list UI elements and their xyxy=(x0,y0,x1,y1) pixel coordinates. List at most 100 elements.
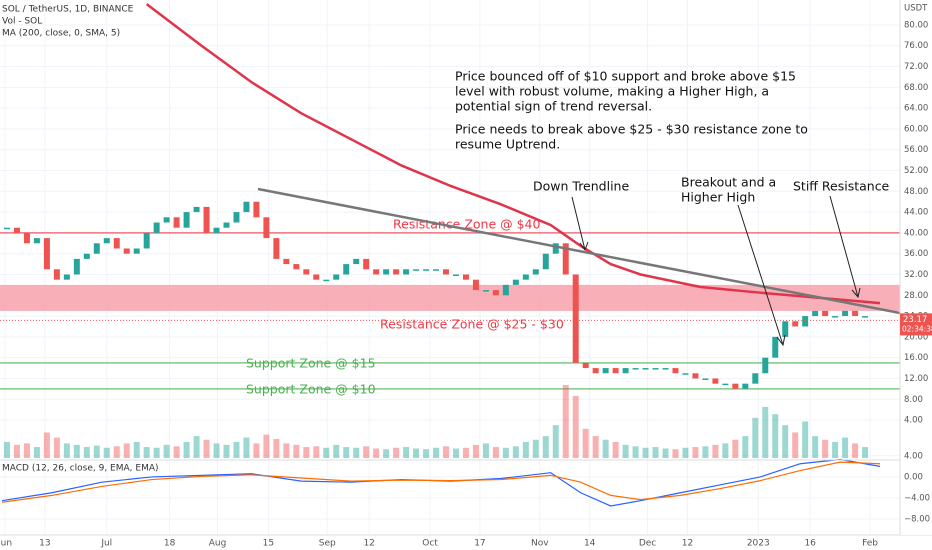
candle xyxy=(742,383,749,389)
volume-bar xyxy=(592,436,599,458)
annotation: Stiff Resistance xyxy=(793,179,890,194)
volume-bar xyxy=(213,443,220,458)
candle xyxy=(13,227,20,233)
volume-bar xyxy=(243,437,250,458)
price-tag xyxy=(900,313,932,336)
x-tick-label: 14 xyxy=(584,539,596,549)
candle xyxy=(23,232,30,244)
volume-bar xyxy=(43,432,50,458)
y-tick-label: 76.00 xyxy=(904,41,928,51)
candle xyxy=(133,248,140,254)
candle xyxy=(862,316,869,318)
candle xyxy=(373,269,380,275)
x-tick-label: 12 xyxy=(682,539,693,549)
note-line: Price bounced off of $10 support and bro… xyxy=(455,69,796,84)
y-tick-label: 56.00 xyxy=(904,145,928,155)
volume-bar xyxy=(33,447,40,458)
volume-bar xyxy=(443,446,449,458)
volume-bar xyxy=(852,443,859,458)
annotation: Higher High xyxy=(681,190,755,205)
y-tick-label: 52.00 xyxy=(904,166,928,176)
y-tick-label: 60.00 xyxy=(904,124,928,134)
candle xyxy=(223,222,230,228)
candle xyxy=(602,368,609,374)
volume-bar xyxy=(532,439,539,458)
candle xyxy=(33,238,40,244)
candle xyxy=(213,227,220,233)
zones: Resistance Zone @ $25 - $30 Resistance Zo… xyxy=(0,217,900,397)
volume-bar xyxy=(63,443,70,458)
volume-bar xyxy=(722,443,729,458)
volume-bar xyxy=(712,444,719,458)
candle xyxy=(842,310,849,317)
candle xyxy=(562,243,569,275)
volume-bar xyxy=(363,446,370,458)
candle xyxy=(383,269,390,275)
candle xyxy=(812,310,819,317)
x-tick-label: 15 xyxy=(263,539,274,549)
volume-bar xyxy=(622,444,629,458)
volume-bar xyxy=(3,441,10,458)
candle xyxy=(343,264,350,275)
volume-bar xyxy=(642,447,649,458)
volume-bar xyxy=(612,441,619,458)
volume-bar xyxy=(652,447,659,458)
y-tick-label: 48.00 xyxy=(904,187,928,197)
price-tag-countdown: 02:34:38 xyxy=(902,324,932,333)
candle xyxy=(293,264,300,270)
volume-bar xyxy=(383,449,390,458)
y-tick-label: 8.00 xyxy=(904,395,923,405)
volume-bar xyxy=(742,436,749,458)
volume-label: Vol - SOL xyxy=(2,17,42,27)
overlays xyxy=(0,3,900,507)
volume-bar xyxy=(752,417,759,458)
candle xyxy=(183,212,190,228)
volume-bar xyxy=(662,448,669,458)
volume-bar xyxy=(772,414,779,458)
volume-bar xyxy=(732,439,739,458)
volume-bar xyxy=(133,441,140,458)
volume-bar xyxy=(682,447,689,458)
candle xyxy=(832,316,839,318)
x-tick-label: Feb xyxy=(862,539,878,549)
y-tick-label: 12.00 xyxy=(904,374,928,384)
candle xyxy=(83,253,90,259)
candle xyxy=(772,336,779,358)
volume-bar xyxy=(273,439,280,458)
volume-bar xyxy=(552,425,559,458)
candle xyxy=(413,269,420,271)
candle xyxy=(303,269,310,275)
y-tick-label: 72.00 xyxy=(904,62,928,72)
currency: USDT xyxy=(904,4,928,14)
volume-bar xyxy=(23,443,30,458)
candle xyxy=(203,206,210,233)
candle xyxy=(43,238,50,270)
volume-bar xyxy=(522,441,529,458)
volume-bar xyxy=(333,444,340,458)
candle xyxy=(233,212,240,223)
volume-bar xyxy=(582,428,589,458)
level-label: Resistance Zone @ $40 xyxy=(393,217,541,232)
volume-bar xyxy=(692,447,699,458)
volume-bar xyxy=(492,447,499,458)
volume-bar xyxy=(123,443,130,458)
candle xyxy=(852,310,859,317)
note-line: resume Uptrend. xyxy=(455,137,560,152)
ma-label: MA (200, close, 0, SMA, 5) xyxy=(2,29,120,39)
candle xyxy=(113,238,120,249)
volume xyxy=(3,385,869,458)
candle xyxy=(522,274,529,280)
candle xyxy=(702,378,709,380)
y-tick-label: 16.00 xyxy=(904,353,928,363)
volume-bar xyxy=(193,436,200,458)
volume-bar xyxy=(802,421,809,458)
volume-bar xyxy=(253,443,260,458)
candle xyxy=(612,368,619,374)
volume-bar xyxy=(482,443,489,458)
candle xyxy=(622,368,629,374)
volume-bar xyxy=(293,444,300,458)
volume-bar xyxy=(822,439,829,458)
candle xyxy=(722,383,729,386)
volume-bar xyxy=(812,436,819,458)
candle xyxy=(712,378,719,384)
